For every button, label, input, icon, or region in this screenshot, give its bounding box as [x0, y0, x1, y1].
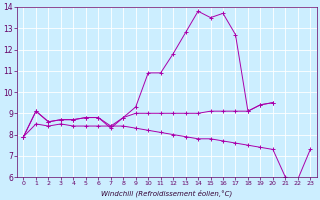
X-axis label: Windchill (Refroidissement éolien,°C): Windchill (Refroidissement éolien,°C)	[101, 189, 233, 197]
